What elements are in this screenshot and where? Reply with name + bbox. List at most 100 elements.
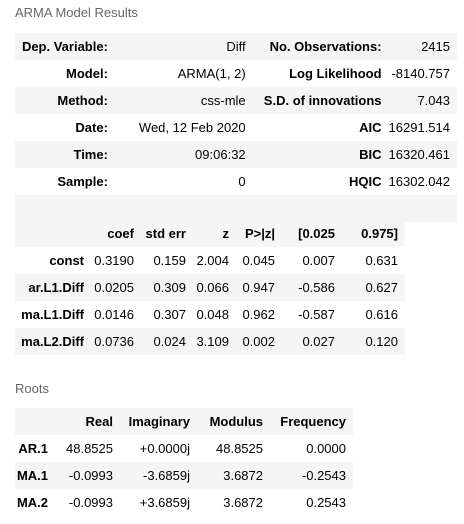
column-header <box>15 408 55 435</box>
table-cell: 2.004 <box>196 253 229 268</box>
summary-caption: ARMA Model Results <box>15 5 138 20</box>
summary-value <box>115 195 253 222</box>
table-cell: 0.307 <box>153 307 186 322</box>
table-row: ar.L1.Diff 0.0205 0.309 0.066 0.947 -0.586 0.6… <box>15 274 405 301</box>
table-cell: 0.0736 <box>94 334 134 349</box>
table-cell: 3.6872 <box>223 468 263 483</box>
table-row: Dep. Variable: Diff No. Observations: 2415 <box>15 33 457 60</box>
summary-label: No. Observations: <box>269 39 382 54</box>
table-cell: -0.586 <box>298 280 335 295</box>
summary-value: 16291.514 <box>388 120 450 135</box>
table-cell: -0.0993 <box>68 495 113 510</box>
table-cell: -0.0993 <box>68 468 113 483</box>
table-cell: 3.109 <box>196 334 229 349</box>
model-summary-table: Dep. Variable: Diff No. Observations: 2415 M… <box>15 33 457 222</box>
table-row <box>15 195 457 222</box>
roots-caption: Roots <box>15 381 49 396</box>
table-cell: 0.024 <box>153 334 186 349</box>
column-header: Real <box>85 414 113 429</box>
column-header: Modulus <box>209 414 263 429</box>
table-cell: 3.6872 <box>223 495 263 510</box>
table-cell: 0.616 <box>365 307 398 322</box>
table-cell: -3.6859j <box>143 468 190 483</box>
summary-value: 0 <box>238 174 246 189</box>
row-header: const <box>49 253 84 268</box>
row-header: MA.1 <box>16 468 48 483</box>
table-row: const 0.3190 0.159 2.004 0.045 0.007 0.631 <box>15 247 405 274</box>
table-cell: 0.0000 <box>306 441 346 456</box>
summary-label: Log Likelihood <box>289 66 382 81</box>
column-header: [0.025 <box>298 226 335 241</box>
summary-label: AIC <box>359 120 382 135</box>
summary-value: ARMA(1, 2) <box>177 66 246 81</box>
summary-label: BIC <box>359 147 382 162</box>
summary-label <box>15 195 115 222</box>
table-row: Date: Wed, 12 Feb 2020 AIC 16291.514 <box>15 114 457 141</box>
table-cell: 0.066 <box>196 280 229 295</box>
table-cell: 0.002 <box>242 334 275 349</box>
table-cell: 0.627 <box>365 280 398 295</box>
summary-value: css-mle <box>200 93 246 108</box>
row-header: ar.L1.Diff <box>28 280 84 295</box>
column-header: P>|z| <box>244 226 275 241</box>
summary-value: 7.043 <box>417 93 450 108</box>
summary-value: Diff <box>226 39 246 54</box>
roots-table: Real Imaginary Modulus Frequency AR.1 48.8525… <box>15 408 353 516</box>
table-row: Method: css-mle S.D. of innovations 7.043 <box>15 87 457 114</box>
table-cell: 48.8525 <box>66 441 113 456</box>
table-row: AR.1 48.8525 +0.0000j 48.8525 0.0000 <box>15 435 353 462</box>
table-cell: +3.6859j <box>139 495 190 510</box>
table-row: Time: 09:06:32 BIC 16320.461 <box>15 141 457 168</box>
table-row: Sample: 0 HQIC 16302.042 <box>15 168 457 195</box>
table-row: Model: ARMA(1, 2) Log Likelihood -8140.757 <box>15 60 457 87</box>
summary-label: Time: <box>73 147 108 162</box>
column-header: 0.975] <box>361 226 398 241</box>
table-cell: 0.007 <box>302 253 335 268</box>
row-header: ma.L1.Diff <box>21 307 84 322</box>
table-cell: -0.587 <box>298 307 335 322</box>
summary-label: Model: <box>66 66 108 81</box>
summary-label: Date: <box>75 120 108 135</box>
table-row: ma.L2.Diff 0.0736 0.024 3.109 0.002 0.027 0.12… <box>15 328 405 355</box>
column-header: std err <box>145 226 186 241</box>
summary-label: Sample: <box>57 174 108 189</box>
table-cell: 0.309 <box>153 280 186 295</box>
column-header: Imaginary <box>128 414 190 429</box>
column-header: z <box>222 226 230 241</box>
summary-label <box>253 195 389 222</box>
table-cell: 0.962 <box>242 307 275 322</box>
summary-label: Dep. Variable: <box>21 39 108 54</box>
table-cell: 0.027 <box>302 334 335 349</box>
summary-value: Wed, 12 Feb 2020 <box>138 120 246 135</box>
table-cell: 0.159 <box>153 253 186 268</box>
summary-label: Method: <box>57 93 108 108</box>
table-cell: 0.947 <box>242 280 275 295</box>
table-cell: 0.631 <box>365 253 398 268</box>
summary-value: 16302.042 <box>388 174 450 189</box>
row-header: MA.2 <box>16 495 48 510</box>
table-cell: 0.045 <box>242 253 275 268</box>
table-row: MA.1 -0.0993 -3.6859j 3.6872 -0.2543 <box>15 462 353 489</box>
table-header-row: Real Imaginary Modulus Frequency <box>15 408 353 435</box>
summary-label: S.D. of innovations <box>263 93 382 108</box>
table-cell: -0.2543 <box>301 468 346 483</box>
coefficient-table: coef std err z P>|z| [0.025 0.975] const 0.3190… <box>15 220 405 355</box>
table-cell: 0.120 <box>365 334 398 349</box>
summary-value <box>389 195 457 222</box>
summary-value: 09:06:32 <box>195 147 246 162</box>
row-header: AR.1 <box>18 441 48 456</box>
summary-value: 2415 <box>421 39 450 54</box>
summary-value: 16320.461 <box>388 147 450 162</box>
table-header-row: coef std err z P>|z| [0.025 0.975] <box>15 220 405 247</box>
summary-value: -8140.757 <box>391 66 450 81</box>
column-header: coef <box>107 226 134 241</box>
table-row: MA.2 -0.0993 +3.6859j 3.6872 0.2543 <box>15 489 353 516</box>
table-cell: 0.048 <box>196 307 229 322</box>
table-cell: 0.0205 <box>94 280 134 295</box>
table-cell: 48.8525 <box>216 441 263 456</box>
table-cell: 0.0146 <box>94 307 134 322</box>
row-header: ma.L2.Diff <box>21 334 84 349</box>
column-header: Frequency <box>280 414 346 429</box>
summary-label: HQIC <box>349 174 382 189</box>
